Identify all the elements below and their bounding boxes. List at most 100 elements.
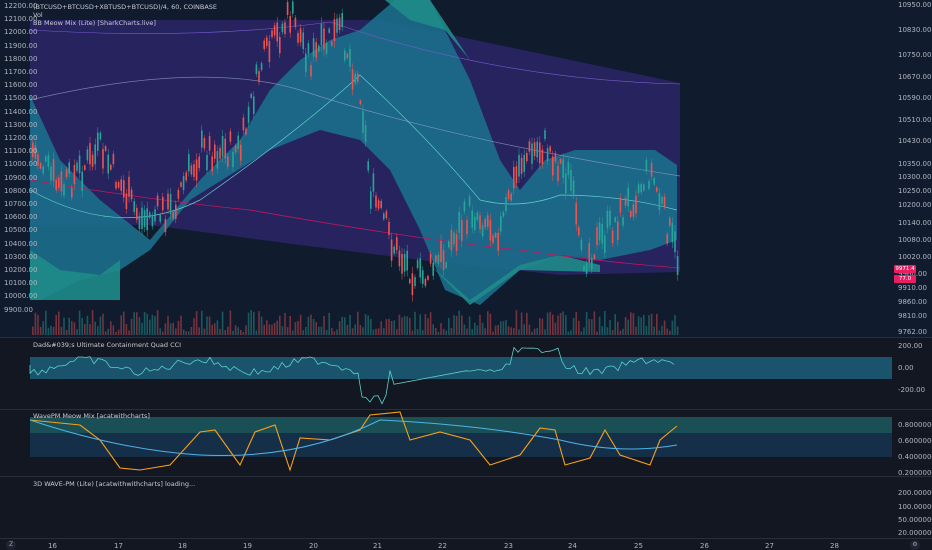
right-scale-label: 10020.00: [898, 253, 932, 261]
candle-body: [572, 180, 575, 195]
volume-bar: [461, 315, 463, 335]
candle-body: [151, 215, 154, 227]
volume-bar: [279, 315, 281, 335]
candle-body: [513, 167, 515, 189]
wave-title[interactable]: WavePM Meow Mix [acatwithcharts]: [33, 412, 150, 420]
volume-bar: [255, 330, 258, 335]
left-scale-label: 12000.00: [4, 28, 38, 37]
teal-band-bottom2: [430, 255, 600, 305]
wave3d-title[interactable]: 3D WAVE-PM (Lite) [acatwithwithcharts] l…: [33, 480, 196, 488]
volume-bar: [627, 319, 629, 335]
candle-body: [588, 243, 590, 263]
teal-band-top: [385, 0, 470, 60]
volume-bar: [195, 311, 198, 335]
volume-bar: [63, 317, 65, 335]
volume-bar: [242, 331, 245, 335]
candle-body: [45, 156, 47, 162]
candle-body: [331, 41, 333, 46]
candle-body: [575, 203, 577, 225]
volume-bar: [338, 321, 341, 335]
candle-body: [375, 195, 377, 208]
volume-bar: [513, 328, 515, 335]
pane-separator[interactable]: [0, 476, 932, 477]
candle-body: [414, 277, 416, 287]
volume-bar: [214, 323, 216, 335]
candle-body: [47, 154, 50, 167]
candle-body: [440, 240, 442, 262]
volume-bar: [481, 322, 484, 335]
candle-body: [380, 200, 382, 208]
candle-body: [198, 156, 200, 168]
volume-bar: [453, 315, 455, 335]
candle-body: [318, 45, 320, 52]
volume-bar: [398, 314, 401, 335]
candle-body: [515, 166, 518, 184]
candle-body: [606, 210, 609, 229]
right-scale-label: 10250.00: [898, 187, 932, 195]
volume-bar: [219, 328, 221, 335]
candle-body: [598, 222, 601, 241]
volume-bar: [609, 319, 611, 335]
candle-body: [110, 164, 112, 170]
volume-bar: [505, 320, 507, 335]
candle-body: [245, 128, 247, 135]
volume-bar: [617, 321, 619, 335]
pane-separator[interactable]: [0, 409, 932, 410]
pane-separator[interactable]: [0, 337, 932, 338]
volume-bar: [572, 318, 575, 335]
volume-bar: [424, 314, 427, 335]
candle-body: [253, 96, 255, 114]
volume-bar: [117, 329, 120, 335]
volume-bar: [351, 328, 354, 335]
candle-body: [346, 53, 349, 59]
candle-body: [305, 53, 307, 72]
candle-body: [175, 204, 177, 219]
candle-body: [281, 23, 284, 33]
left-scale-label: 10600.00: [4, 213, 38, 222]
candle-body: [260, 63, 263, 70]
volume-bar: [346, 324, 349, 335]
candle-body: [55, 179, 57, 190]
left-scale-label: 11300.00: [4, 120, 38, 129]
time-axis-label: 19: [243, 542, 252, 550]
candle-body: [487, 215, 489, 227]
candle-body: [622, 217, 624, 226]
volume-bar: [567, 331, 570, 335]
candle-body: [533, 142, 536, 157]
candle-body: [541, 149, 544, 165]
candle-body: [671, 222, 674, 243]
volume-bar: [273, 322, 276, 335]
candle-body: [596, 227, 598, 245]
candle-body: [208, 136, 211, 151]
volume-bar: [128, 330, 130, 335]
symbol-title[interactable]: (BTCUSD+BTCUSD+XBTUSD+BTCUSD)/4, 60, COI…: [33, 3, 218, 11]
volume-bar: [624, 317, 627, 335]
candle-body: [505, 197, 507, 211]
volume-bar: [284, 312, 286, 335]
volume-bar: [224, 330, 226, 335]
volume-bar: [154, 316, 156, 335]
volume-bar: [364, 314, 367, 335]
candle-body: [206, 155, 208, 171]
cci-title[interactable]: Dad&#039;s Ultimate Containment Quad CCI: [33, 341, 182, 349]
volume-bar: [390, 320, 393, 335]
volume-bar: [520, 312, 523, 335]
candle-body: [60, 171, 63, 192]
volume-bar: [411, 330, 414, 335]
volume-bar: [380, 321, 382, 335]
candle-body: [81, 171, 83, 192]
timezone-icon[interactable]: Z: [6, 540, 16, 550]
volume-bar: [388, 318, 390, 335]
candle-body: [476, 212, 479, 221]
indicator-label[interactable]: BB Meow Mix (Lite) [SharkCharts.live]: [33, 19, 156, 27]
right-scale-label: 10950.00: [898, 1, 932, 9]
candle-body: [146, 208, 148, 231]
candle-body: [461, 219, 463, 241]
settings-icon[interactable]: ⚙: [910, 540, 920, 550]
candle-body: [624, 197, 627, 206]
volume-bar: [198, 327, 200, 335]
right-scale-label: 10300.00: [898, 173, 932, 181]
volume-bar: [211, 324, 213, 335]
candle-body: [661, 196, 663, 205]
